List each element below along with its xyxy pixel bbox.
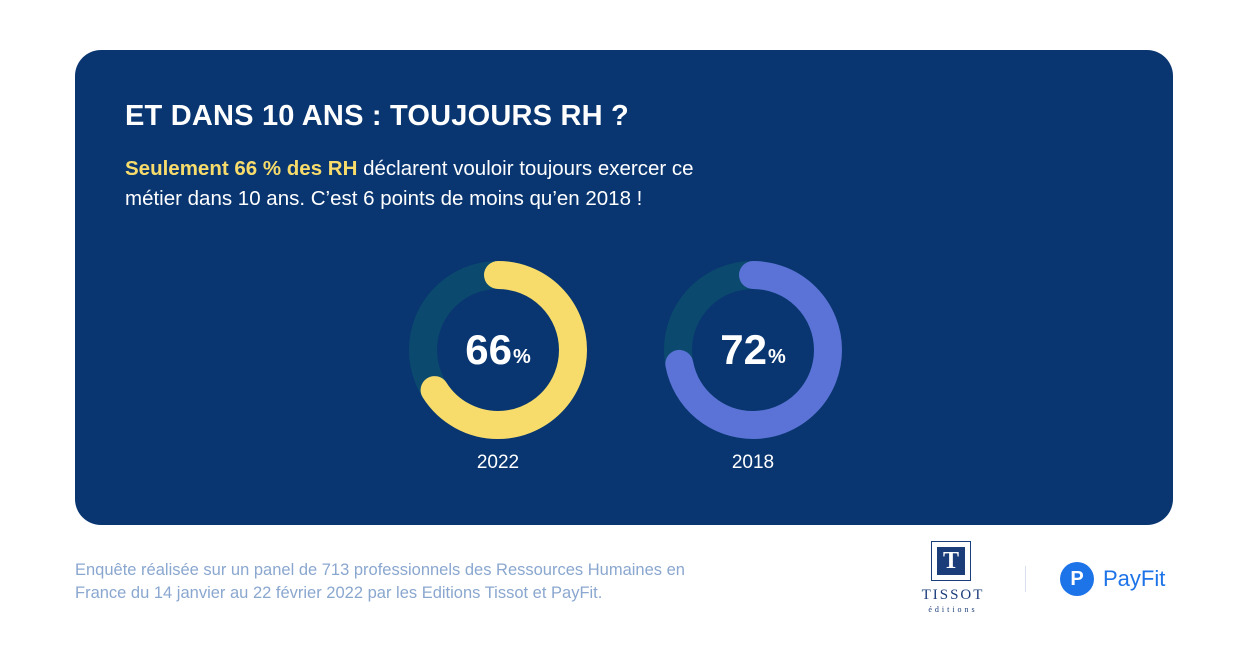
- donut-2018-number: 72: [720, 326, 767, 373]
- donut-2022-number: 66: [465, 326, 512, 373]
- donut-2018: 72%: [663, 260, 843, 440]
- donut-2022-unit: %: [512, 345, 531, 368]
- lead-highlight: Seulement 66 % des RH: [125, 157, 358, 180]
- donut-2022-value: 66%: [408, 260, 588, 440]
- tissot-subtitle: éditions: [928, 605, 978, 614]
- donut-2018-year: 2018: [731, 452, 775, 473]
- tissot-emblem-icon: T: [931, 541, 971, 581]
- donut-2018-svg: [664, 261, 842, 439]
- card-title: ET DANS 10 ANS : TOUJOURS RH ?: [125, 100, 629, 132]
- payfit-logo: P PayFit: [1060, 562, 1165, 596]
- lead-text: Seulement 66 % des RH déclarent vouloir …: [125, 154, 745, 214]
- tissot-wordmark: TISSOT: [921, 587, 985, 603]
- donut-2018-value: 72%: [663, 260, 843, 440]
- donut-2022: 66%: [408, 260, 588, 440]
- infographic-card: ET DANS 10 ANS : TOUJOURS RH ? Seulement…: [75, 50, 1173, 525]
- donut-2018-arc: [664, 261, 842, 439]
- payfit-wordmark: PayFit: [1103, 566, 1166, 591]
- logo-divider: [1025, 566, 1026, 592]
- survey-footnote: Enquête réalisée sur un panel de 713 pro…: [75, 561, 685, 602]
- tissot-emblem-letter: T: [937, 547, 965, 575]
- donut-2022-arc: [409, 261, 587, 439]
- payfit-icon: P: [1060, 562, 1094, 596]
- donut-2022-svg: [409, 261, 587, 439]
- lead-rest: déclarent vouloir toujours exercer ce mé…: [125, 157, 694, 210]
- donut-2018-unit: %: [767, 345, 786, 368]
- tissot-logo: T TISSOT éditions: [910, 541, 996, 621]
- donut-2022-year: 2022: [476, 452, 520, 473]
